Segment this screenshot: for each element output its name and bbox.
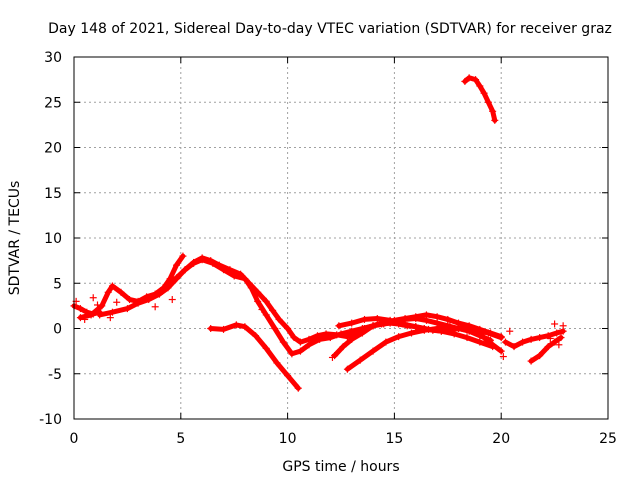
axis-ticks <box>73 56 609 420</box>
y-tick-label: 15 <box>44 186 62 202</box>
series-arc-8 <box>343 324 505 373</box>
x-tick-label: 25 <box>599 431 617 447</box>
y-tick-label: 20 <box>44 141 62 157</box>
y-tick-label: 5 <box>53 276 62 292</box>
y-axis-label: SDTVAR / TECUs <box>7 181 23 296</box>
x-tick-label: 20 <box>492 431 510 447</box>
series-arc <box>163 257 493 357</box>
y-tick-label: 25 <box>44 95 62 111</box>
series-arc-9 <box>501 327 567 351</box>
x-tick-label: 10 <box>279 431 297 447</box>
y-tick-label: -10 <box>39 412 62 428</box>
series-arc-10 <box>527 334 565 365</box>
series-arc-4 <box>162 256 495 358</box>
x-tick-labels: 0 5 10 15 20 25 <box>70 431 617 447</box>
series-arc-3 <box>96 254 505 355</box>
plot-data <box>70 74 567 392</box>
series-arc <box>97 255 504 354</box>
x-tick-label: 0 <box>70 431 79 447</box>
x-tick-label: 5 <box>176 431 185 447</box>
series-arc <box>528 335 564 364</box>
y-tick-label: 10 <box>44 231 62 247</box>
y-tick-label: -5 <box>48 367 62 383</box>
scatter-points <box>72 294 567 361</box>
x-tick-label: 15 <box>385 431 403 447</box>
series-arc-11 <box>461 74 499 124</box>
y-tick-label: 0 <box>53 322 62 338</box>
grid-lines <box>74 57 608 419</box>
series-arc <box>208 322 301 391</box>
x-axis-label: GPS time / hours <box>282 459 399 475</box>
y-tick-label: 30 <box>44 50 62 66</box>
series-arc-5 <box>207 321 302 392</box>
y-tick-labels: -10 -5 0 5 10 15 20 25 30 <box>39 50 62 428</box>
chart-title: Day 148 of 2021, Sidereal Day-to-day VTE… <box>48 21 612 37</box>
